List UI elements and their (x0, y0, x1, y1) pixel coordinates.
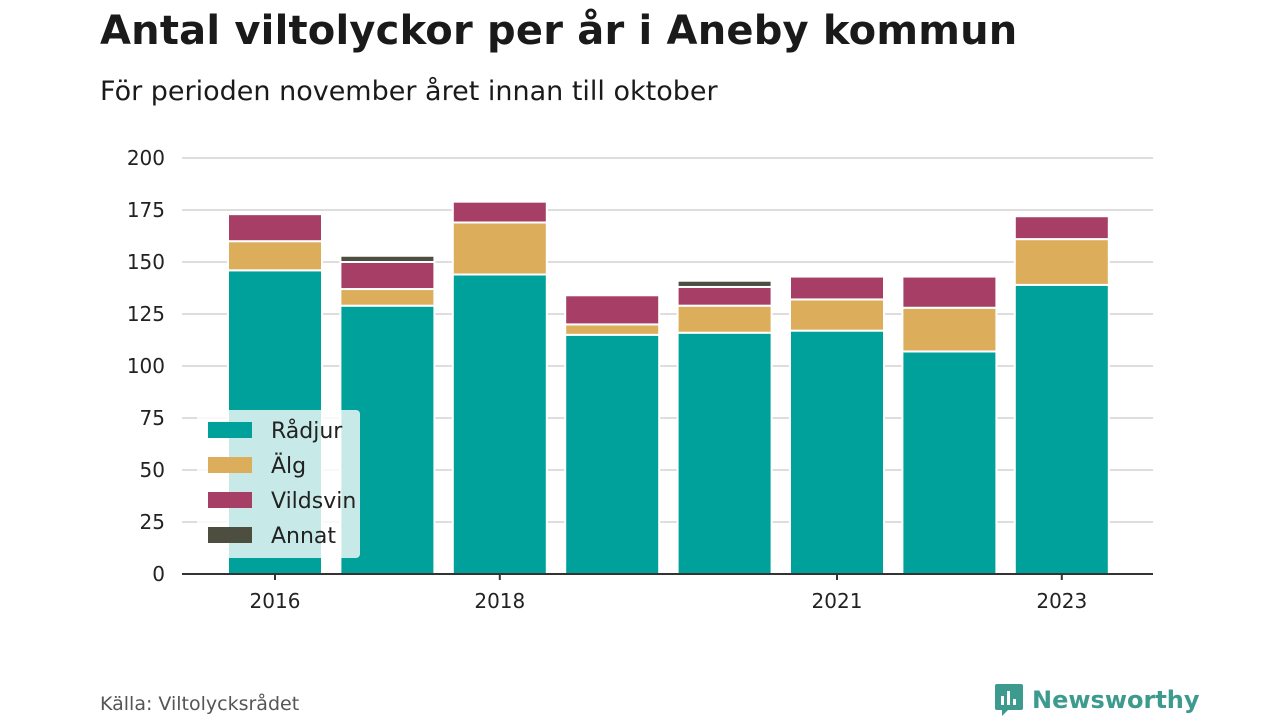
x-tick-label: 2021 (812, 589, 863, 613)
bar-rådjur-2023 (1013, 283, 1110, 575)
x-axis-ticks: 2016 2018 2021 2023 (250, 589, 1088, 613)
bar-älg-2017 (339, 288, 436, 307)
bar-rådjur-2020 (676, 331, 773, 575)
bar-älg-2020 (676, 304, 773, 334)
bar-rådjur-2018 (451, 273, 548, 575)
bar-vildsvin-2017 (339, 261, 436, 291)
bar-rådjur-2021 (789, 329, 885, 576)
x-tick-label: 2018 (474, 589, 525, 613)
legend: Rådjur Älg Vildsvin Annat (197, 410, 360, 558)
legend-swatch-rådjur (208, 422, 252, 438)
bar-älg-2016 (227, 240, 323, 272)
bar-vildsvin-2020 (676, 285, 773, 307)
y-tick-label: 175 (127, 198, 165, 222)
y-tick-label: 25 (140, 510, 165, 534)
legend-label-annat: Annat (271, 524, 336, 549)
legend-label-rådjur: Rådjur (271, 418, 343, 444)
source-note: Källa: Viltolycksrådet (100, 693, 300, 715)
legend-label-vildsvin: Vildsvin (271, 489, 356, 514)
bar-vildsvin-2021 (789, 275, 885, 301)
bar-vildsvin-2019 (564, 294, 661, 326)
y-axis-ticks: 0 25 50 75 100 125 150 175 200 (127, 146, 165, 586)
bar-vildsvin-2023 (1013, 215, 1110, 241)
y-tick-label: 100 (127, 354, 165, 378)
bar-rådjur-2022 (901, 350, 998, 575)
chart-title: Antal viltolyckor per år i Aneby kommun (100, 8, 1018, 54)
bar-annat-2020 (676, 279, 773, 288)
y-tick-label: 75 (140, 406, 165, 430)
x-tick-label: 2016 (250, 589, 301, 613)
y-tick-label: 150 (127, 250, 165, 274)
bar-älg-2023 (1013, 238, 1110, 286)
bar-älg-2022 (901, 306, 998, 353)
legend-label-älg: Älg (271, 453, 306, 479)
bar-vildsvin-2016 (227, 213, 323, 243)
y-tick-label: 0 (152, 562, 165, 586)
legend-swatch-älg (208, 457, 252, 473)
brand-name: Newsworthy (1032, 686, 1200, 714)
newsworthy-logo-icon (995, 684, 1023, 716)
brand-logo: Newsworthy (994, 682, 1200, 718)
bar-annat-2017 (339, 254, 436, 263)
legend-swatch-annat (208, 527, 252, 543)
bar-vildsvin-2018 (451, 200, 548, 224)
bar-älg-2018 (451, 221, 548, 276)
bar-rådjur-2019 (564, 333, 661, 575)
bar-älg-2019 (564, 323, 661, 336)
y-tick-label: 50 (140, 458, 165, 482)
legend-swatch-vildsvin (208, 492, 252, 508)
x-axis (182, 573, 1153, 580)
x-tick-label: 2023 (1036, 589, 1087, 613)
y-tick-label: 125 (127, 302, 165, 326)
bar-älg-2021 (789, 298, 885, 332)
chart-subtitle: För perioden november året innan till ok… (100, 76, 718, 107)
bars (227, 200, 1110, 576)
bar-vildsvin-2022 (901, 275, 998, 309)
y-tick-label: 200 (127, 146, 165, 170)
legend-box (197, 410, 360, 558)
